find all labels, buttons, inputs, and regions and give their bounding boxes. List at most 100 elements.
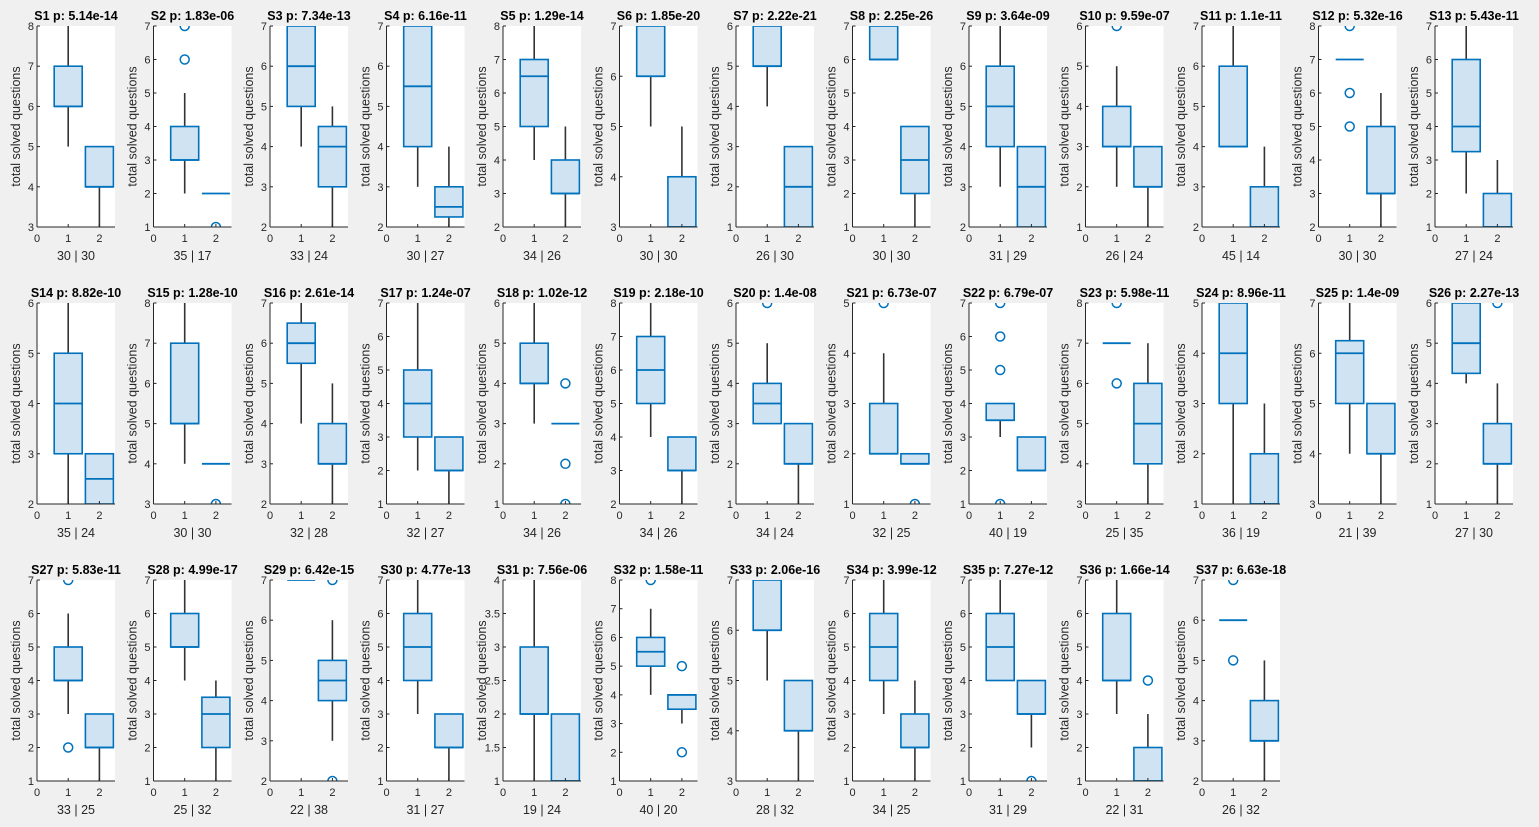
x-axis-label: 35 | 24 <box>57 526 95 540</box>
y-tick-label: 6 <box>960 61 966 73</box>
box-group-1 <box>1451 303 1481 384</box>
subplot-title: S8 p: 2.25e-26 <box>850 9 933 23</box>
y-tick-label: 5 <box>144 642 150 654</box>
plot-content <box>635 26 697 227</box>
y-axis-label: total solved questions <box>592 620 606 740</box>
subplot-title: S17 p: 1.24e-07 <box>380 286 470 300</box>
outlier-point <box>327 580 338 586</box>
plot-content <box>169 580 231 781</box>
subplot-title: S20 p: 1.4e-08 <box>733 286 816 300</box>
y-tick-label: 5 <box>144 419 150 431</box>
box-group-2 <box>1016 436 1047 472</box>
plot-content <box>1334 303 1396 504</box>
box <box>434 436 464 472</box>
x-axis-label: 26 | 24 <box>1105 249 1143 263</box>
y-tick-label: 3 <box>28 449 34 461</box>
plot-content <box>868 303 930 504</box>
y-tick-label: 7 <box>261 298 267 310</box>
y-tick-label: 4 <box>960 399 966 411</box>
x-tick-label: 2 <box>1145 233 1151 245</box>
y-tick-label: 3 <box>1193 399 1199 411</box>
x-tick-label: 0 <box>500 510 506 522</box>
x-tick-label: 0 <box>733 233 739 245</box>
y-tick-label: 3 <box>261 736 267 748</box>
y-tick-label: 1 <box>960 776 966 788</box>
outlier-point <box>645 580 656 586</box>
y-tick-label: 6 <box>494 298 500 310</box>
y-axis-label: total solved questions <box>242 343 256 463</box>
y-tick-label: 3 <box>144 155 150 167</box>
box <box>1482 192 1513 227</box>
y-tick-label: 2 <box>28 499 34 511</box>
x-tick-label: 2 <box>329 510 335 522</box>
box-group-1 <box>868 26 899 61</box>
box-group-1 <box>635 580 666 695</box>
y-tick-label: 5 <box>1076 61 1082 73</box>
y-tick-label: 3 <box>610 719 616 731</box>
y-tick-label: 4 <box>960 142 966 154</box>
y-axis-label: total solved questions <box>1291 343 1305 463</box>
y-tick-label: 3 <box>28 222 34 234</box>
x-tick-label: 0 <box>616 233 622 245</box>
x-tick-label: 1 <box>648 787 654 799</box>
x-tick-label: 1 <box>65 787 71 799</box>
box-group-2 <box>434 146 464 227</box>
y-tick-label: 2 <box>261 776 267 788</box>
subplot-16: 2 3 4 5 6 7 0 1 2 S16 p: 2.61e-14 32 | 28 total sol… <box>242 286 354 540</box>
y-tick-label: 4 <box>261 696 267 708</box>
y-tick-label: 6 <box>1076 609 1082 621</box>
y-tick-label: 8 <box>610 575 616 587</box>
y-tick-label: 4 <box>1426 378 1432 390</box>
x-tick-label: 2 <box>446 510 452 522</box>
y-axis-label: total solved questions <box>359 343 373 463</box>
x-tick-label: 2 <box>679 233 685 245</box>
outlier-point <box>761 303 773 309</box>
y-tick-label: 8 <box>1076 298 1082 310</box>
x-tick-label: 0 <box>150 510 156 522</box>
x-tick-label: 1 <box>997 510 1003 522</box>
subplot-title: S28 p: 4.99e-17 <box>147 563 237 577</box>
y-tick-label: 3 <box>1193 182 1199 194</box>
y-tick-label: 6 <box>1309 88 1315 100</box>
plot-content <box>1335 26 1396 227</box>
plot-content <box>287 580 348 781</box>
y-tick-label: 1 <box>727 499 733 511</box>
x-tick-label: 0 <box>1082 233 1088 245</box>
y-axis-label: total solved questions <box>825 66 839 186</box>
box-group-1 <box>1219 580 1248 666</box>
y-tick-label: 5 <box>1309 122 1315 134</box>
y-tick-label: 5 <box>1076 642 1082 654</box>
box-group-1 <box>1218 26 1248 148</box>
outlier-point <box>210 221 222 227</box>
box-group-1 <box>985 303 1016 504</box>
box-group-2 <box>434 713 464 781</box>
box <box>783 422 814 465</box>
box-group-1 <box>169 303 200 464</box>
x-tick-label: 2 <box>213 787 219 799</box>
x-tick-label: 2 <box>1494 233 1500 245</box>
box-group-2 <box>1482 160 1513 227</box>
x-axis-label: 30 | 30 <box>57 249 95 263</box>
y-tick-label: 5 <box>377 642 383 654</box>
box-group-1 <box>286 303 317 424</box>
x-axis-label: 27 | 24 <box>1455 249 1493 263</box>
x-tick-label: 2 <box>329 787 335 799</box>
y-tick-label: 3.5 <box>485 609 500 621</box>
subplot-5: 2 3 4 5 6 7 8 0 1 2 S5 p: 1.29e-14 34 | 26 total sol… <box>475 9 584 263</box>
subplot-title: S36 p: 1.66e-14 <box>1079 563 1169 577</box>
y-tick-label: 2 <box>1076 182 1082 194</box>
y-tick-label: 4 <box>144 676 150 688</box>
x-tick-label: 2 <box>1145 787 1151 799</box>
y-tick-label: 5 <box>377 101 383 113</box>
subplot-title: S2 p: 1.83e-06 <box>151 9 234 23</box>
box <box>1451 303 1481 375</box>
y-tick-label: 3 <box>494 419 500 431</box>
outlier-point <box>909 498 921 504</box>
y-tick-label: 5 <box>1309 399 1315 411</box>
outlier-point <box>1344 87 1355 99</box>
y-axis-label: total solved questions <box>1174 343 1188 463</box>
y-axis-label: total solved questions <box>592 66 606 186</box>
